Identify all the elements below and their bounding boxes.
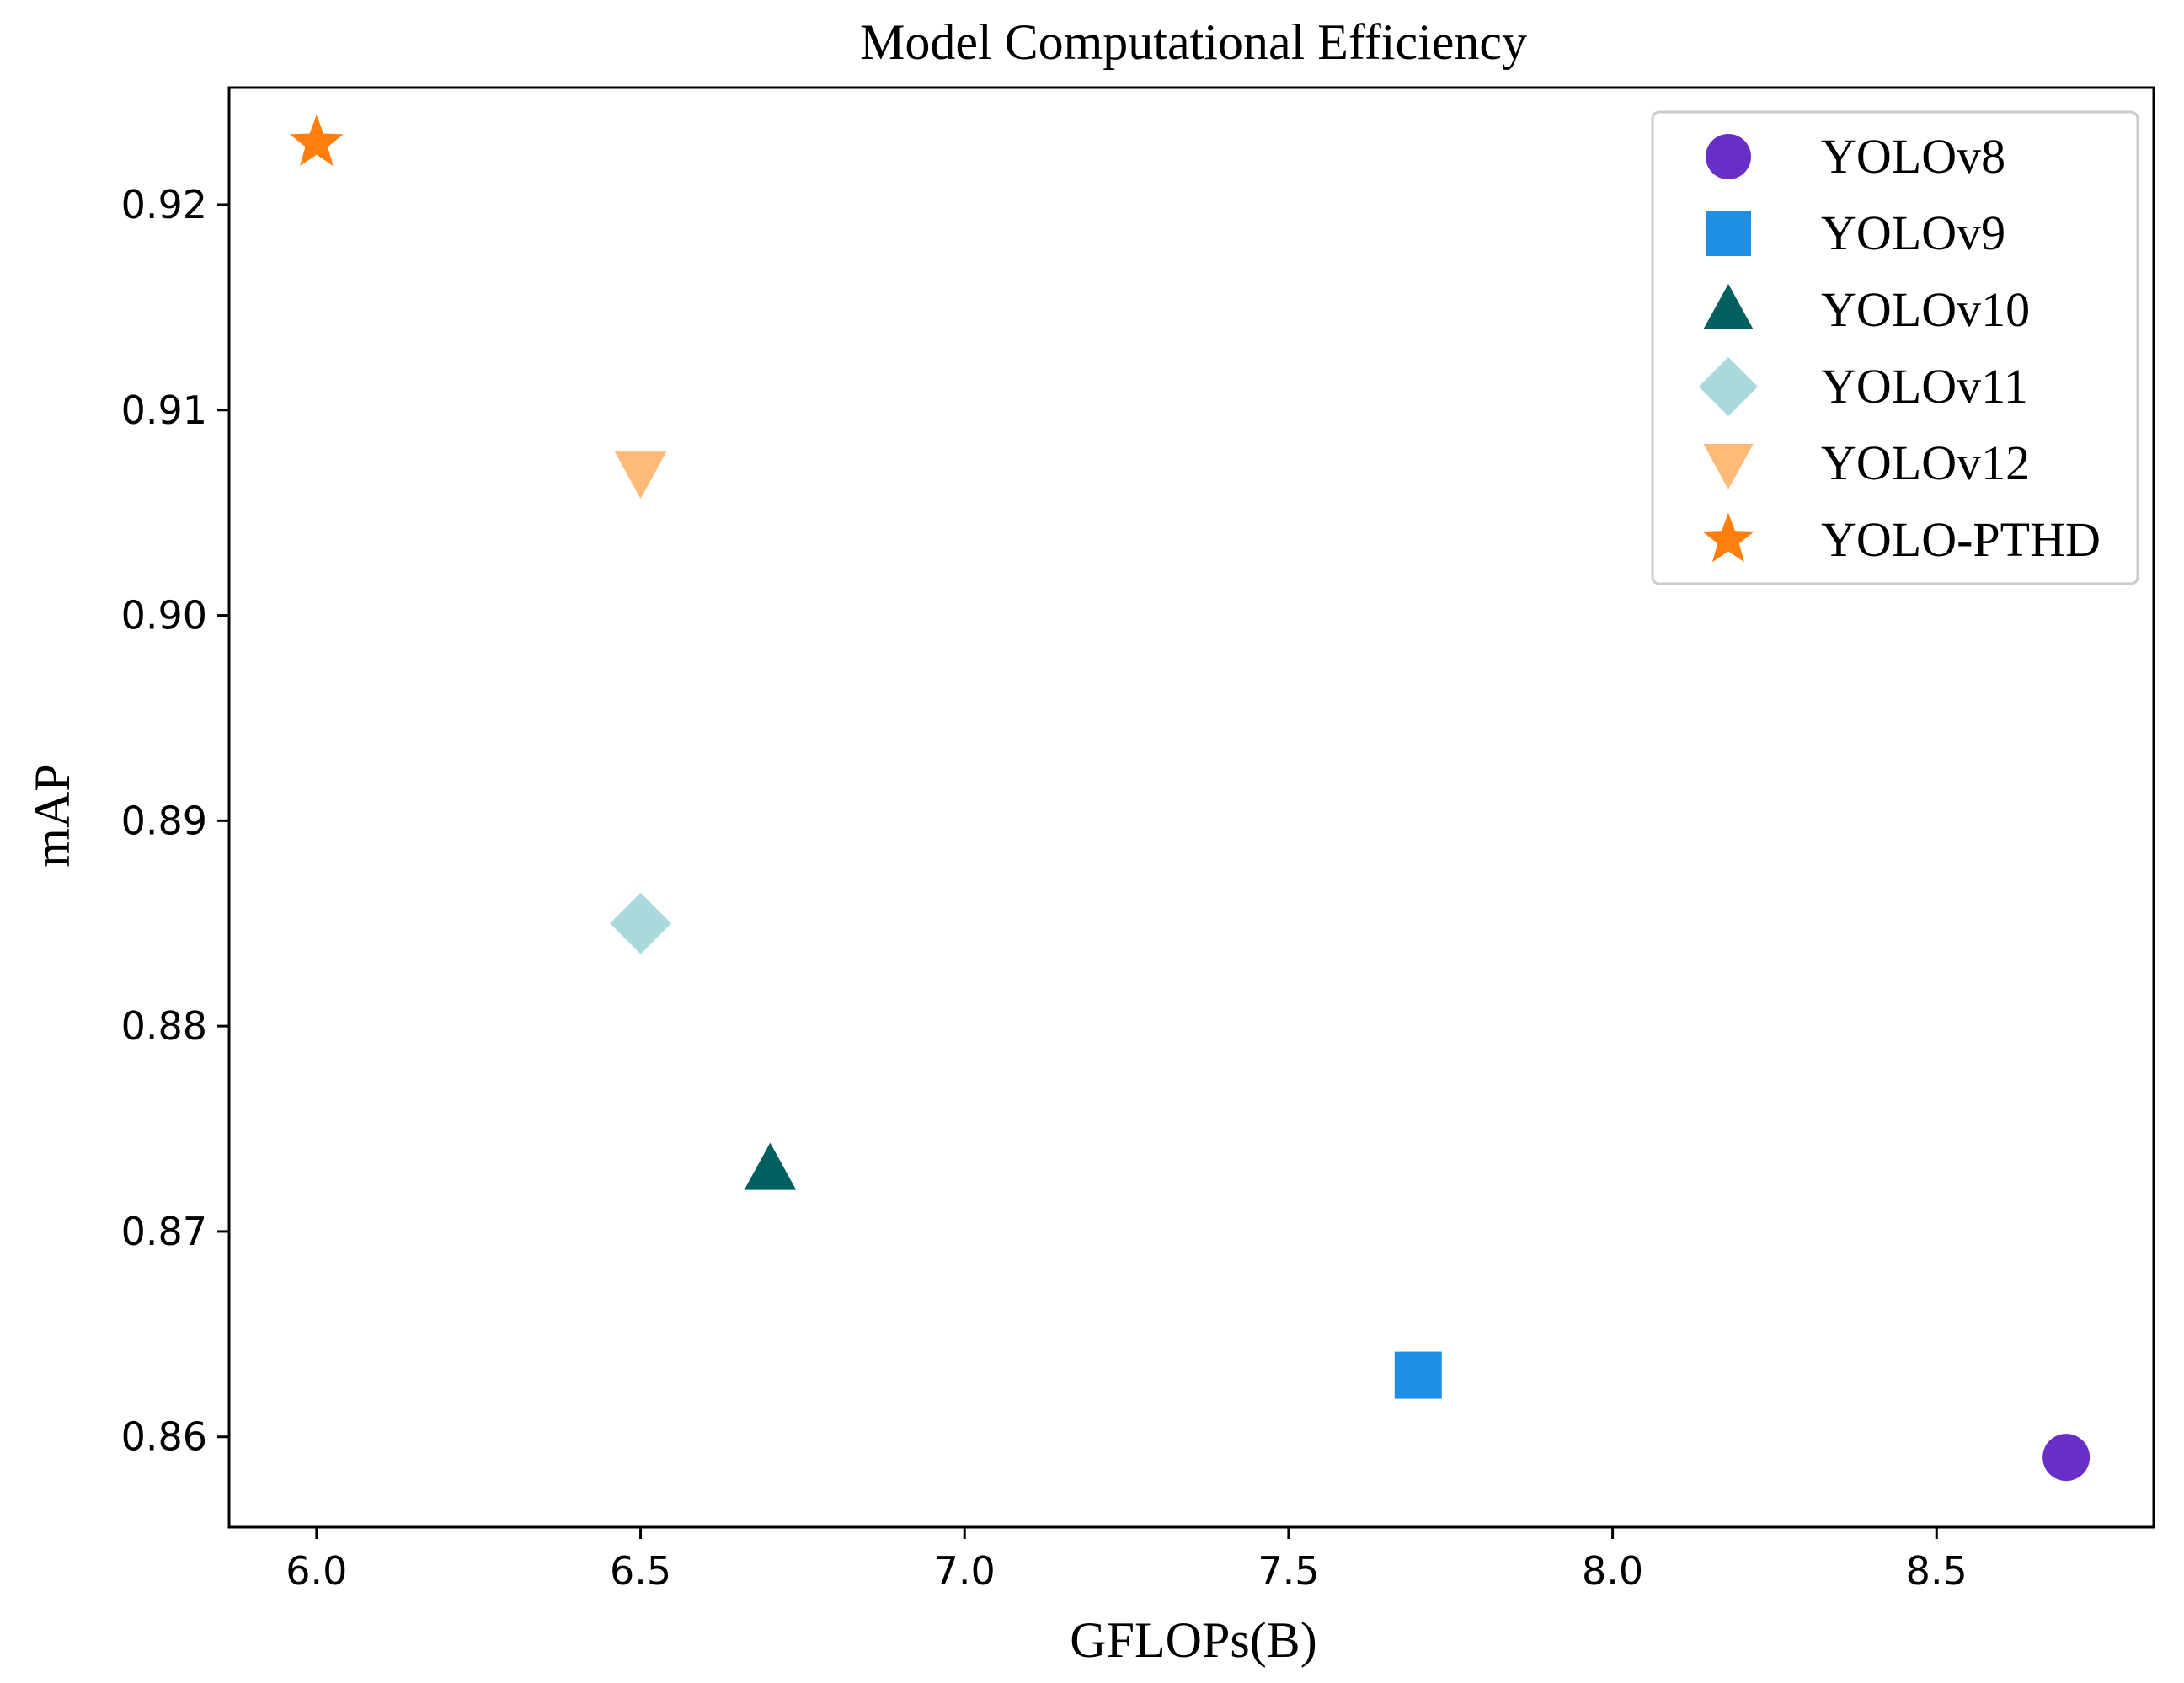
x-tick-label: 7.0 <box>934 1548 996 1594</box>
legend-marker-yolov10 <box>1703 283 1754 329</box>
point-yolov9 <box>1394 1351 1442 1399</box>
x-axis: 6.0 6.5 7.0 7.5 8.0 8.5 <box>286 1527 1968 1594</box>
x-tick-label: 7.5 <box>1258 1548 1319 1594</box>
y-axis: 0.86 0.87 0.88 0.89 0.90 0.91 0.92 <box>121 182 229 1460</box>
legend-label-yolov10: YOLOv10 <box>1821 282 2030 337</box>
x-tick-label: 6.0 <box>286 1548 347 1594</box>
y-axis-label: mAP <box>24 763 80 867</box>
x-tick-label: 8.5 <box>1906 1548 1968 1594</box>
y-tick-label: 0.89 <box>121 798 207 843</box>
legend-marker-yolov11 <box>1698 356 1759 417</box>
point-yolov10 <box>744 1142 797 1190</box>
x-tick-label: 6.5 <box>610 1548 671 1594</box>
y-tick-label: 0.90 <box>121 593 207 638</box>
point-yolo-pthd <box>289 115 344 166</box>
y-tick-label: 0.88 <box>121 1003 207 1049</box>
legend-marker-yolov9 <box>1706 211 1751 256</box>
legend-label-yolo-pthd: YOLO-PTHD <box>1821 512 2101 567</box>
y-tick-label: 0.87 <box>121 1209 207 1254</box>
x-tick-label: 8.0 <box>1582 1548 1643 1594</box>
legend-label-yolov12: YOLOv12 <box>1821 435 2030 490</box>
legend-label-yolov9: YOLOv9 <box>1821 206 2005 260</box>
x-axis-label: GFLOPs(B) <box>1070 1612 1316 1668</box>
y-tick-label: 0.91 <box>121 387 207 433</box>
legend-label-yolov11: YOLOv11 <box>1821 359 2028 414</box>
legend-label-yolov8: YOLOv8 <box>1821 129 2005 184</box>
point-yolov11 <box>610 892 671 954</box>
point-yolov8 <box>2042 1434 2091 1482</box>
legend-frame <box>1651 110 2139 585</box>
legend: YOLOv8 YOLOv9 YOLOv10 YOLOv11 YOLOv12 YOLO-PT… <box>1651 110 2139 585</box>
chart-title: Model Computational Efficiency <box>860 14 1527 70</box>
point-yolov12 <box>614 451 667 500</box>
data-points <box>289 115 2091 1482</box>
plot-frame <box>227 86 2155 1529</box>
legend-marker-yolov12 <box>1703 444 1754 490</box>
legend-marker-yolov8 <box>1706 134 1751 179</box>
y-tick-label: 0.86 <box>121 1414 207 1460</box>
y-tick-label: 0.92 <box>121 182 207 227</box>
legend-marker-yolo-pthd <box>1702 512 1754 563</box>
plot-area <box>227 86 2155 1529</box>
